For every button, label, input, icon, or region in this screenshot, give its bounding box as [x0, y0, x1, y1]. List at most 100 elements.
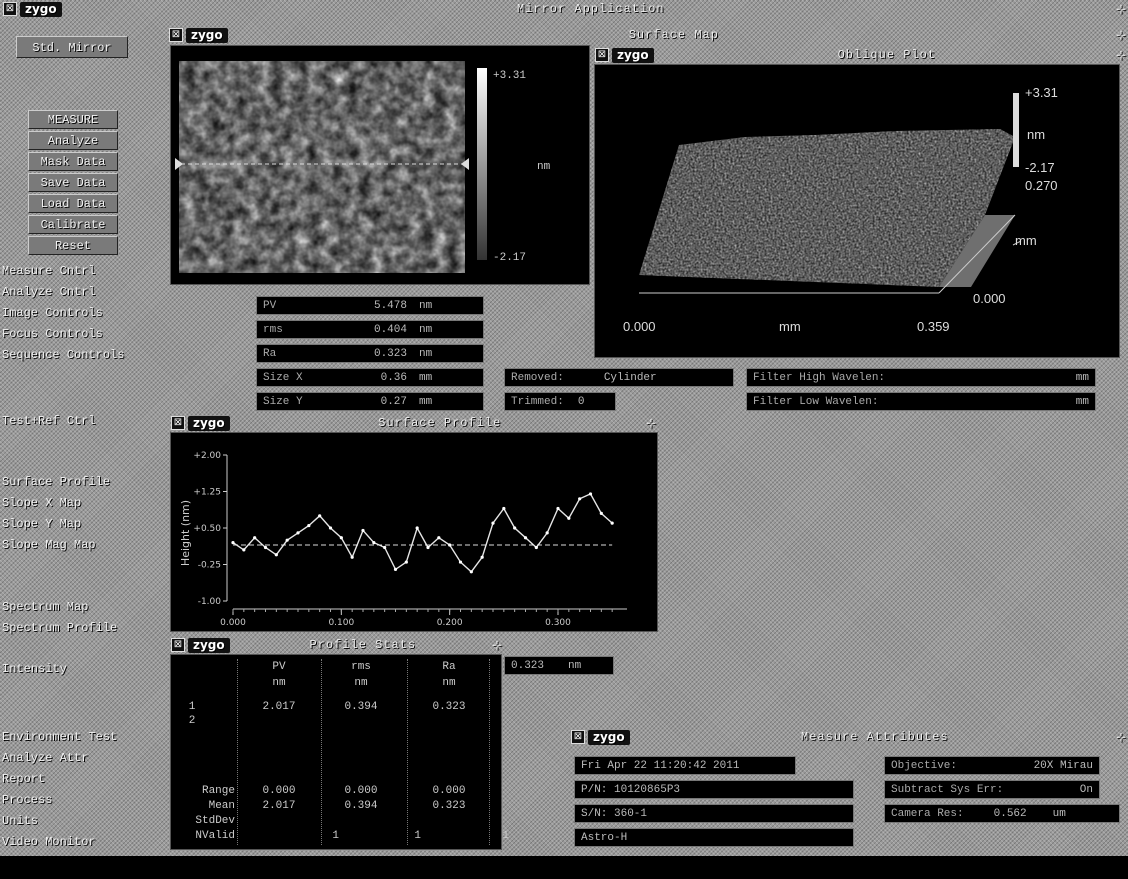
column-divider [407, 659, 408, 845]
oblique-plot-graphic [639, 93, 1022, 294]
menu-slope-mag-map[interactable]: Slope Mag Map [2, 538, 96, 552]
mean-value: 2.017 [262, 800, 296, 812]
profile-point [307, 523, 311, 528]
oblique-plot-title: Oblique Plot [837, 48, 937, 62]
column-divider [489, 659, 490, 845]
load-data-button[interactable]: Load Data [28, 194, 118, 213]
close-icon[interactable]: ⊠ [595, 48, 609, 62]
pn-field: P/N: 10120865P3 [574, 780, 854, 799]
mask-data-button[interactable]: Mask Data [28, 152, 118, 171]
profile-point [383, 545, 387, 550]
menu-intensity[interactable]: Intensity [2, 662, 67, 676]
camera-unit: um [1052, 807, 1066, 820]
objective-field: Objective: 20X Mirau [884, 756, 1100, 775]
stat-unit: mm [419, 371, 433, 384]
stat-field-ra: Ra 0.323 nm [256, 344, 484, 363]
zygo-logo: zygo [188, 415, 230, 431]
window-menu-icon[interactable]: ⊹ [1115, 2, 1127, 17]
stat-field-size-y: Size Y 0.27 mm [256, 392, 484, 411]
trimmed-field: Trimmed: 0 [504, 392, 616, 411]
x-tick-label: 0.000 [220, 618, 246, 628]
column-divider [237, 659, 238, 845]
surface-profile-chart: Height (nm) +2.00 +1.25 +0.50 -0.25 -1.00 0.0… [179, 451, 627, 628]
profile-point [253, 536, 257, 540]
z-unit: nm [1027, 127, 1046, 142]
close-icon[interactable]: ⊠ [171, 638, 185, 652]
camera-label: Camera Res: [891, 807, 964, 820]
stat-unit: nm [419, 323, 433, 336]
surface-profile-title: Surface Profile [378, 416, 502, 430]
menu-environment-test[interactable]: Environment Test [2, 730, 118, 744]
menu-image-controls[interactable]: Image Controls [2, 306, 103, 320]
mean-value: 0.323 [432, 800, 466, 812]
menu-report[interactable]: Report [2, 772, 46, 786]
menu-analyze-attr[interactable]: Analyze Attr [2, 751, 89, 765]
menu-test-ref-ctrl[interactable]: Test+Ref Ctrl [2, 414, 96, 428]
zygo-logo: zygo [186, 27, 228, 43]
scale-unit: nm [537, 161, 551, 173]
close-icon[interactable]: ⊠ [3, 2, 17, 16]
menu-focus-controls[interactable]: Focus Controls [2, 327, 103, 341]
measure-button[interactable]: MEASURE [28, 110, 118, 129]
profile-line [232, 492, 613, 573]
profile-side-value: 0.323 [511, 659, 545, 672]
calibrate-button[interactable]: Calibrate [28, 215, 118, 234]
subtract-value: On [1079, 783, 1093, 796]
menu-spectrum-map[interactable]: Spectrum Map [2, 600, 89, 614]
row1-value: 0.323 [432, 701, 466, 713]
menu-slope-x-map[interactable]: Slope X Map [2, 496, 82, 510]
close-icon[interactable]: ⊠ [171, 416, 185, 430]
x-tick-label: 0.100 [328, 618, 354, 628]
profile-point [491, 521, 495, 525]
menu-surface-profile[interactable]: Surface Profile [2, 475, 111, 489]
trimmed-value: 0 [577, 395, 585, 408]
profile-point [296, 531, 300, 535]
stat-field-rms: rms 0.404 nm [256, 320, 484, 339]
column-unit: nm [272, 677, 286, 689]
menu-slope-y-map[interactable]: Slope Y Map [2, 517, 82, 531]
filter-low-unit: mm [1075, 395, 1089, 408]
y-tick-label: -0.25 [198, 561, 221, 571]
profile-point [480, 555, 484, 559]
menu-units[interactable]: Units [2, 814, 39, 828]
name-field: Astro-H [574, 828, 854, 847]
close-icon[interactable]: ⊠ [169, 28, 183, 42]
window-menu-icon[interactable]: ⊹ [645, 416, 657, 431]
profile-point [502, 506, 506, 511]
column-unit: nm [442, 677, 456, 689]
window-menu-icon[interactable]: ⊹ [491, 638, 503, 653]
y-tick-label: +2.00 [193, 451, 221, 461]
removed-value: Cylinder [603, 371, 657, 384]
std-mirror-button[interactable]: Std. Mirror [16, 36, 128, 58]
stat-unit: nm [419, 299, 433, 312]
name-value: Astro-H [581, 831, 628, 844]
save-data-button[interactable]: Save Data [28, 173, 118, 192]
profile-point [318, 514, 322, 518]
window-menu-icon[interactable]: ⊹ [1115, 730, 1127, 745]
oblique-plot-panel: +3.31 nm -2.17 0.270 mm 0.000 0.000 mm 0… [594, 64, 1120, 358]
analyze-button[interactable]: Analyze [28, 131, 118, 150]
menu-spectrum-profile[interactable]: Spectrum Profile [2, 621, 118, 635]
y-unit: mm [1015, 233, 1037, 248]
stat-value: 0.27 [380, 395, 407, 408]
zygo-logo: zygo [612, 47, 654, 63]
window-menu-icon[interactable]: ⊹ [1115, 28, 1127, 43]
sn-value: S/N: 360-1 [581, 807, 648, 820]
surface-map-titlebar: ⊠ zygo Surface Map ⊹ [166, 26, 1128, 44]
menu-process[interactable]: Process [2, 793, 53, 807]
z-max: +3.31 [1025, 85, 1058, 100]
menu-video-monitor[interactable]: Video Monitor [2, 835, 96, 849]
profile-point [437, 536, 441, 540]
close-icon[interactable]: ⊠ [571, 730, 585, 744]
profile-point [285, 538, 289, 542]
menu-analyze-cntrl[interactable]: Analyze Cntrl [2, 285, 96, 299]
row1-value: 0.394 [344, 701, 378, 713]
summary-label-stddev: StdDev [195, 815, 235, 827]
reset-button[interactable]: Reset [28, 236, 118, 255]
window-menu-icon[interactable]: ⊹ [1115, 48, 1127, 63]
camera-field: Camera Res: 0.562 um [884, 804, 1120, 823]
scale-max: +3.31 [493, 70, 527, 82]
menu-sequence-controls[interactable]: Sequence Controls [2, 348, 125, 362]
nvalid-value: 1 [414, 830, 421, 842]
menu-measure-cntrl[interactable]: Measure Cntrl [2, 264, 96, 278]
